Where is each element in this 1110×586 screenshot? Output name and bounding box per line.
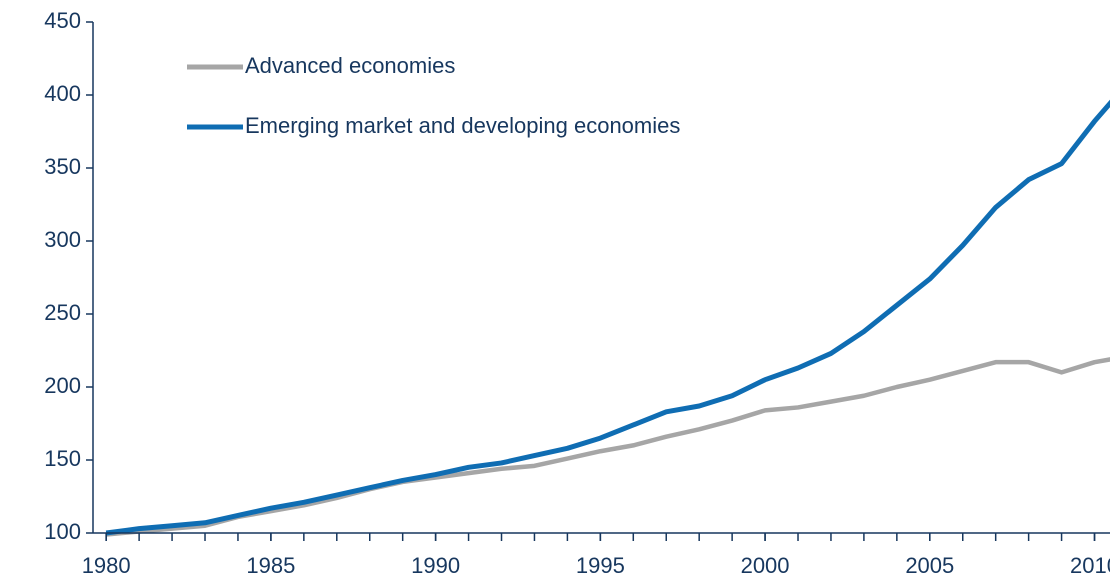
x-tick-label: 1980: [82, 553, 131, 578]
legend-label: Emerging market and developing economies: [245, 113, 680, 138]
y-tick-label: 300: [44, 227, 81, 252]
x-tick-label: 1985: [246, 553, 295, 578]
x-tick-label: 1995: [576, 553, 625, 578]
x-tick-label: 2005: [905, 553, 954, 578]
x-tick-label: 1990: [411, 553, 460, 578]
y-tick-label: 100: [44, 519, 81, 544]
plot-area: [105, 99, 1110, 537]
y-tick-label: 350: [44, 154, 81, 179]
series-line: [105, 99, 1110, 536]
y-tick-label: 150: [44, 446, 81, 471]
x-tick-label: 2000: [741, 553, 790, 578]
series-line: [105, 357, 1110, 537]
y-tick-label: 250: [44, 300, 81, 325]
y-tick-label: 400: [44, 81, 81, 106]
x-tick-label: 2010: [1070, 553, 1110, 578]
legend-label: Advanced economies: [245, 53, 455, 78]
y-tick-label: 450: [44, 8, 81, 33]
y-tick-label: 200: [44, 373, 81, 398]
